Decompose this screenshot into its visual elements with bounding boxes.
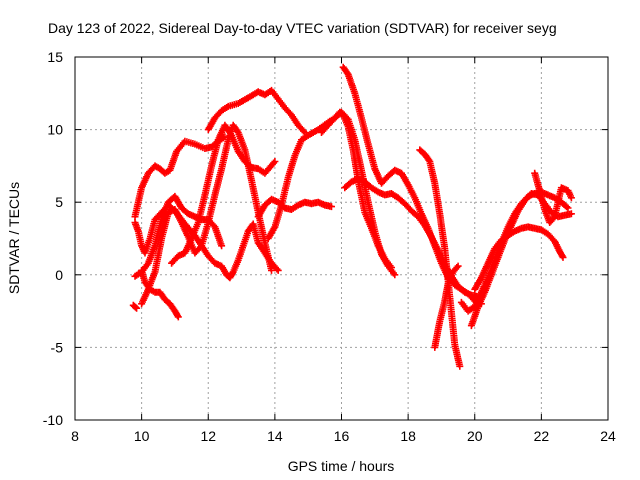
series-markers: [131, 133, 229, 221]
series-markers: [431, 262, 462, 351]
x-tick-label: 8: [71, 428, 79, 444]
data-points: [129, 63, 575, 370]
axis-ticks: 8 10 12 14 16 18 20 22 24 -10 -5 0 5 10 15: [43, 49, 616, 444]
series-markers: [204, 86, 309, 136]
series-track-19: [531, 169, 575, 226]
series-markers: [138, 121, 275, 308]
x-tick-label: 14: [267, 428, 283, 444]
x-tick-label: 20: [467, 428, 483, 444]
series-track-1: [131, 133, 229, 221]
x-axis-label: GPS time / hours: [288, 458, 395, 474]
x-tick-label: 18: [400, 428, 416, 444]
series-markers: [138, 266, 182, 321]
series-track-2: [204, 86, 309, 136]
x-tick-label: 12: [200, 428, 216, 444]
y-tick-label: -10: [43, 412, 63, 428]
y-tick-label: 10: [47, 122, 63, 138]
series-track-6: [131, 192, 226, 280]
series-track-18: [471, 223, 567, 293]
series-track-3: [168, 121, 279, 267]
x-tick-label: 16: [334, 428, 350, 444]
series-track-11: [318, 108, 395, 271]
series-markers: [341, 175, 482, 301]
series-track-15: [431, 262, 462, 351]
series-markers: [168, 121, 279, 267]
series-markers: [471, 223, 567, 293]
series-markers: [531, 169, 575, 226]
y-tick-label: 0: [55, 267, 63, 283]
y-axis-label: SDTVAR / TECUs: [6, 182, 22, 294]
chart-title: Day 123 of 2022, Sidereal Day-to-day VTE…: [48, 20, 557, 36]
series-markers: [254, 195, 335, 221]
x-tick-label: 10: [134, 428, 150, 444]
series-markers: [129, 301, 141, 312]
y-tick-label: 5: [55, 194, 63, 210]
x-tick-label: 22: [534, 428, 550, 444]
series-track-8: [129, 301, 141, 312]
series-track-13: [341, 175, 482, 301]
series-markers: [318, 108, 395, 271]
series-markers: [131, 192, 226, 280]
x-tick-label: 24: [600, 428, 616, 444]
series-track-14: [416, 146, 464, 370]
y-tick-label: 15: [47, 49, 63, 65]
y-tick-label: -5: [51, 339, 64, 355]
series-markers: [416, 146, 464, 370]
series-track-5: [138, 121, 275, 308]
series-track-7: [138, 266, 182, 321]
series-track-9: [254, 195, 335, 221]
